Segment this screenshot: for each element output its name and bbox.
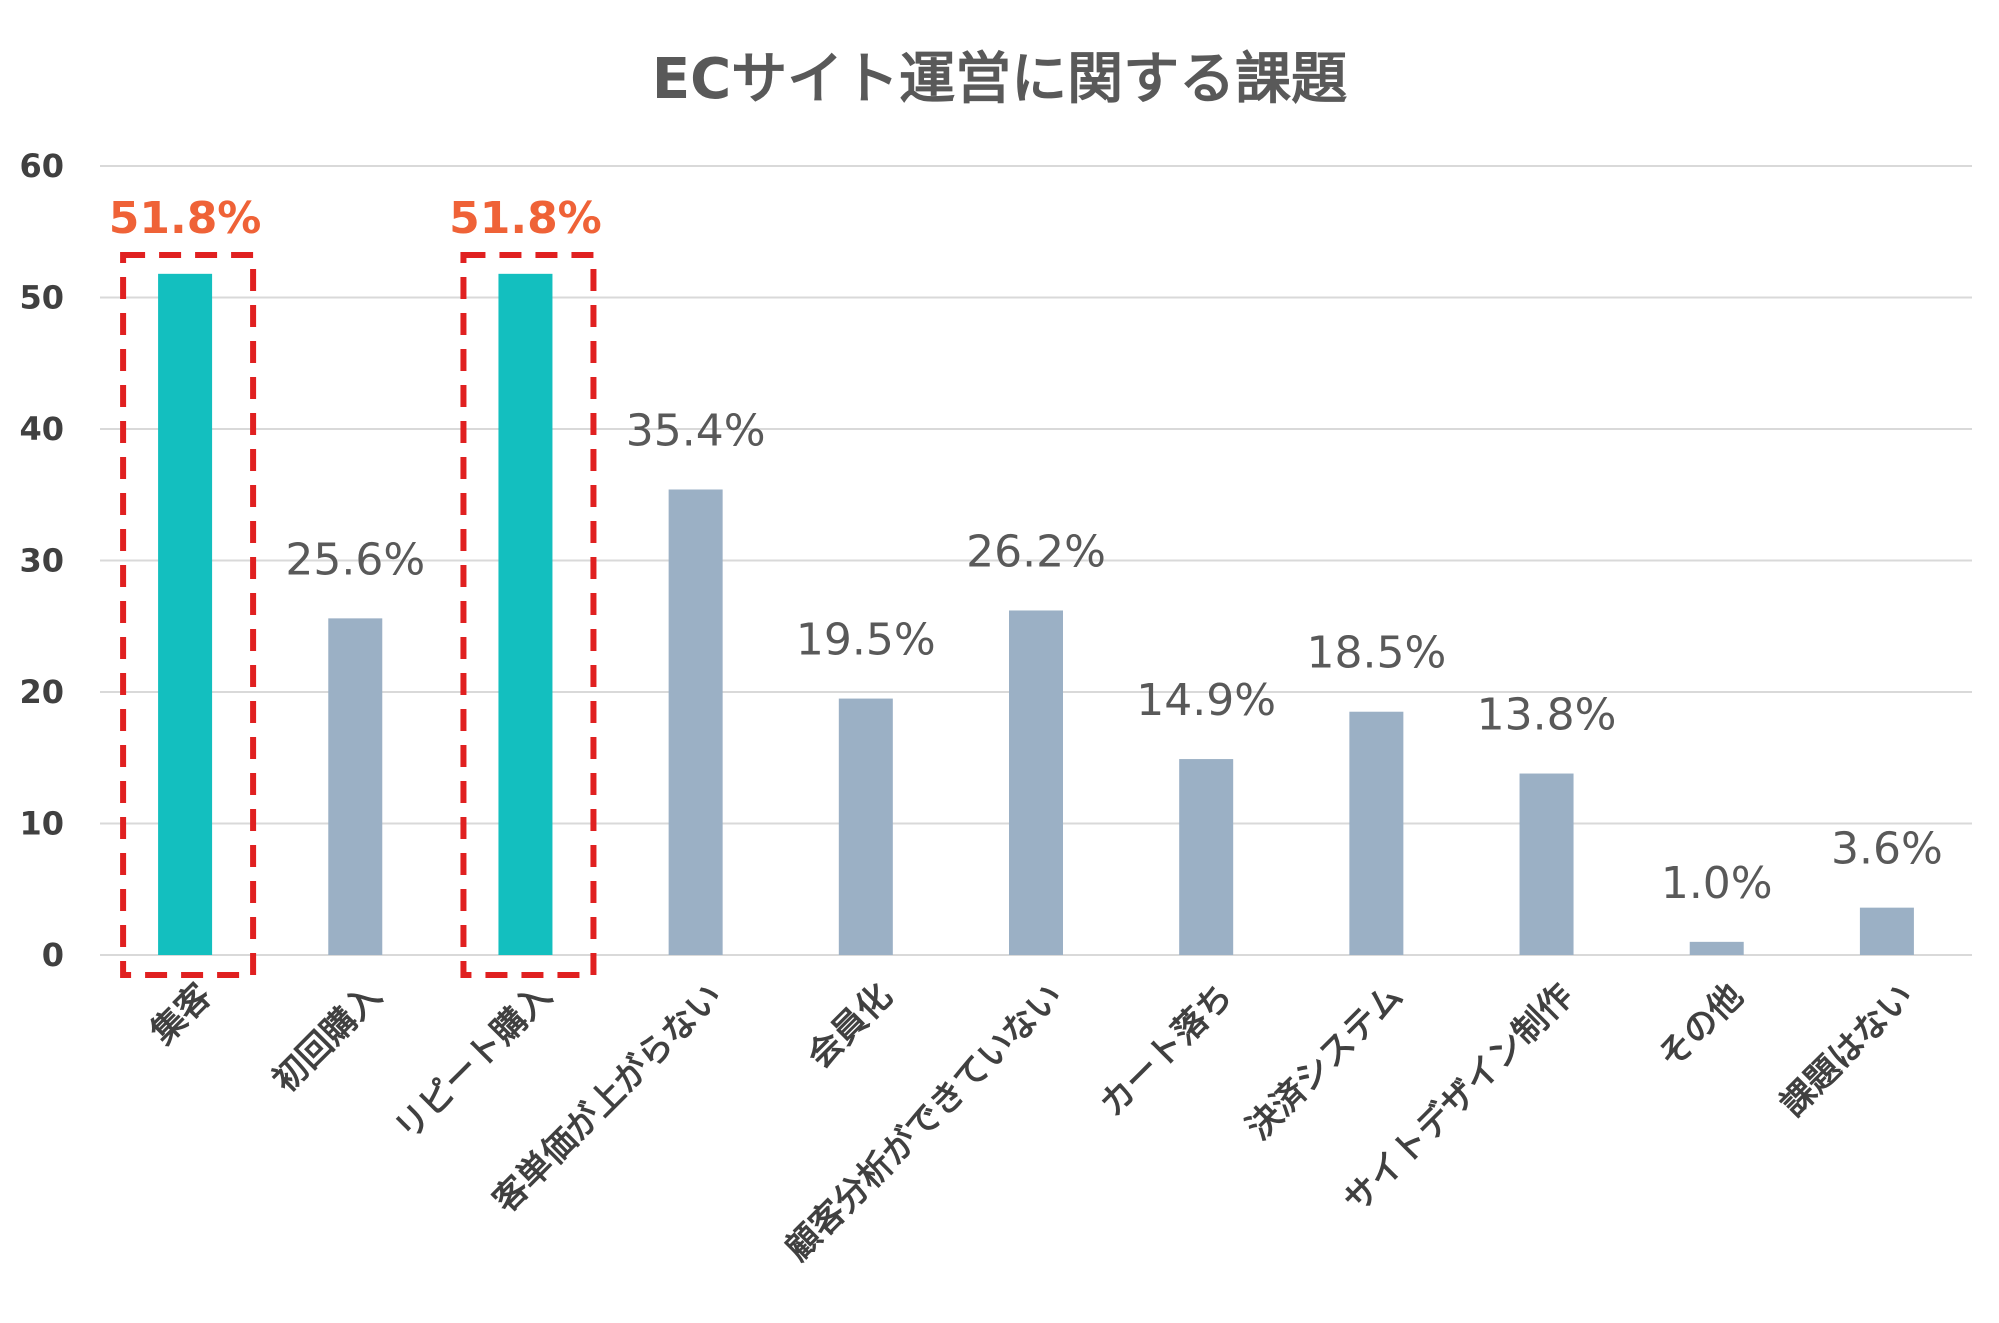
bar (1689, 941, 1744, 955)
data-label: 19.5% (796, 615, 936, 666)
category-label: 顧客分析ができていない (778, 976, 1071, 1269)
y-tick-label: 50 (19, 279, 64, 317)
category-label: 集客 (142, 976, 219, 1053)
data-label: 51.8% (449, 193, 602, 244)
bar (498, 273, 553, 956)
highlight-box (460, 252, 597, 978)
bars (158, 273, 1914, 956)
bar (668, 489, 723, 955)
category-label: リピート購入 (387, 976, 560, 1149)
bar (1179, 759, 1234, 955)
y-tick-label: 60 (19, 147, 64, 185)
data-label: 51.8% (109, 193, 262, 244)
y-tick-label: 30 (19, 542, 64, 580)
data-label: 26.2% (966, 526, 1106, 577)
bar (1859, 907, 1914, 955)
highlight-boxes (120, 252, 597, 978)
y-tick-label: 0 (42, 936, 64, 974)
category-label: 決済システム (1239, 976, 1411, 1148)
bar (1519, 773, 1574, 955)
data-label: 25.6% (285, 534, 425, 585)
bar (158, 273, 213, 956)
data-labels: 51.8% 25.6% 51.8% 35.4% 19.5% 26.2% 14.9% 18.5%… (109, 193, 1943, 909)
bar (328, 618, 383, 955)
data-label: 18.5% (1306, 628, 1446, 679)
bar (1009, 610, 1063, 955)
y-tick-label: 10 (19, 805, 64, 843)
y-axis-tick-labels: 0 10 20 30 40 50 60 (19, 147, 64, 974)
data-label: 1.0% (1661, 858, 1773, 909)
chart-title: ECサイト運営に関する課題 (651, 47, 1348, 112)
data-label: 35.4% (626, 405, 766, 456)
category-label: 初回購入 (265, 976, 389, 1100)
category-label: 課題はない (1773, 976, 1921, 1124)
data-label: 13.8% (1477, 690, 1617, 741)
data-label: 14.9% (1136, 675, 1276, 726)
highlight-box (120, 252, 257, 978)
y-tick-label: 40 (19, 410, 64, 448)
bar (1349, 711, 1404, 955)
category-label: 会員化 (800, 976, 900, 1076)
category-label: カート落ち (1092, 976, 1240, 1124)
y-tick-label: 20 (19, 673, 64, 711)
category-label: その他 (1651, 976, 1751, 1076)
data-label: 3.6% (1831, 824, 1943, 875)
bar (838, 698, 893, 955)
